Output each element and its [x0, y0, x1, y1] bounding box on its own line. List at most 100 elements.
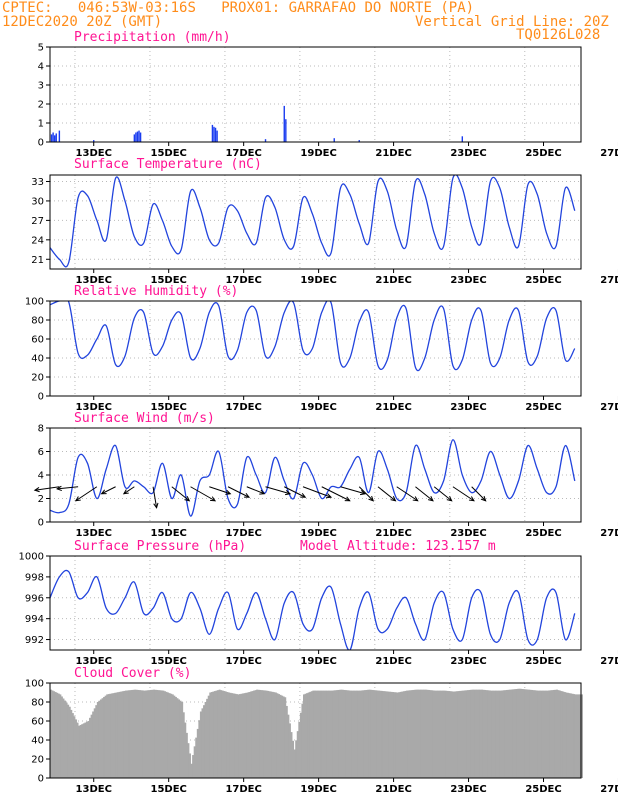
wind-arrow-head [468, 496, 475, 502]
cloud-bar [473, 689, 476, 778]
precip-bar [55, 133, 57, 142]
cloud-bar [516, 688, 519, 778]
cloud-bar [371, 689, 374, 778]
panel-frame [49, 174, 582, 270]
cloud-bar [312, 690, 315, 778]
cloud-bar [385, 691, 388, 778]
cloud-bar [399, 691, 402, 778]
cloud-bar [204, 702, 207, 778]
cloud-bar [413, 689, 416, 778]
x-tick-label: 15DEC [150, 528, 186, 539]
cloud-bar [79, 724, 82, 778]
wind-arrow-head [300, 492, 307, 498]
cloud-bar [287, 714, 290, 778]
cloud-bar [298, 721, 301, 778]
cloud-bar [253, 690, 255, 778]
cloud-bar [513, 689, 516, 778]
wind-arrow [152, 486, 158, 508]
cloud-bar [345, 690, 348, 778]
cloud-bar [512, 689, 515, 778]
cloud-bar [521, 689, 524, 778]
cloud-bar [192, 755, 195, 778]
cloud-bar [76, 722, 79, 778]
cloud-bar [221, 690, 224, 778]
panel-precip: Precipitation (mm/h) 0 1 2 3 4 5 13DEC 15DEC 17DE… [38, 30, 618, 159]
cloud-bar [142, 690, 145, 778]
cloud-bar [518, 688, 521, 778]
cloud-bar [213, 691, 216, 778]
x-tick-label: 23DEC [450, 656, 486, 667]
x-tick-label: 25DEC [525, 528, 561, 539]
wind-arrow [396, 486, 418, 502]
x-tick-label: 17DEC [225, 275, 261, 286]
cloud-bar [260, 690, 263, 778]
cloud-bar [398, 692, 401, 778]
y-tick-label: 4 [38, 62, 44, 73]
cloud-bar [50, 689, 52, 778]
precip-bar [214, 127, 217, 142]
cloud-bar [363, 690, 366, 778]
x-tick-label: 25DEC [525, 656, 561, 667]
cloud-bar [551, 690, 554, 778]
wind-arrow [265, 486, 291, 495]
y-tick-label: 40 [31, 354, 44, 365]
cloud-bar [245, 692, 248, 778]
cloud-bar [546, 690, 549, 778]
cloud-bar [356, 690, 359, 778]
cloud-bar [342, 689, 345, 778]
cloud-bar [526, 689, 529, 778]
y-tick-label: 1000 [19, 552, 44, 563]
cloud-bar [190, 763, 193, 778]
cloud-bar [482, 689, 485, 778]
wind-arrow [340, 486, 366, 495]
x-tick-label: 13DEC [76, 656, 112, 667]
y-tick-label: 80 [31, 698, 44, 709]
wind-arrow [209, 486, 231, 495]
cloud-bar [315, 690, 318, 778]
cloud-bar [59, 694, 62, 778]
cloud-bar [329, 690, 332, 778]
cloud-bar [149, 689, 152, 778]
cloud-bar [103, 696, 106, 778]
wind-arrow-head [446, 496, 453, 502]
cloud-bar [301, 703, 304, 778]
cloud-bar [485, 690, 488, 778]
cloud-bar [123, 690, 126, 778]
cloud-bar [271, 691, 274, 778]
cloud-bar [203, 705, 206, 778]
cloud-bar [509, 689, 512, 778]
cloud-bar [498, 690, 501, 778]
panel-frame [49, 427, 582, 523]
cloud-bar [502, 690, 505, 778]
cloud-bar [57, 693, 60, 778]
y-tick-label: 6 [38, 447, 44, 458]
cloud-bar [452, 691, 455, 778]
y-tick-label: 24 [31, 235, 44, 246]
cloud-bar [474, 689, 477, 778]
y-tick-label: 21 [31, 255, 44, 266]
cloud-bar [87, 721, 90, 778]
cloud-bar [365, 689, 368, 778]
cloud-bar [487, 690, 490, 778]
cloud-bar [134, 689, 137, 778]
cloud-bar [554, 689, 557, 778]
x-tick-label: 13DEC [76, 148, 112, 159]
cloud-bar [459, 690, 462, 778]
cloud-bar [288, 723, 291, 778]
cloud-bar [451, 691, 454, 778]
precip-bar [136, 131, 139, 142]
cloud-bar [157, 690, 160, 778]
wind-arrow-head [225, 489, 232, 495]
cloud-bar [135, 689, 138, 778]
x-tick-label: 15DEC [150, 275, 186, 286]
precip-bar [139, 132, 142, 142]
cloud-bar [501, 690, 504, 778]
cloud-bar [465, 690, 468, 778]
precip-bar [333, 138, 335, 142]
x-tick-label: 19DEC [300, 656, 336, 667]
cloud-bar [306, 693, 309, 778]
cloud-bar [349, 690, 352, 778]
cloud-bar [92, 711, 95, 778]
cloud-bar [331, 690, 334, 778]
wind-arrow [101, 486, 116, 495]
